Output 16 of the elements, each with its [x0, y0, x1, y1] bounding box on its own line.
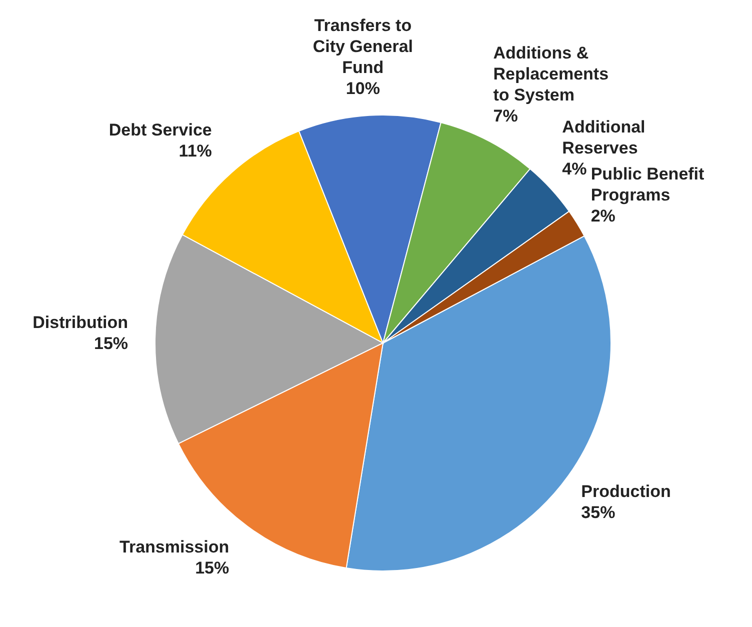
data-label: 7%: [493, 106, 518, 126]
slice-label: Public Benefit Programs: [590, 164, 705, 204]
slice-label: Transfers to City General Fund: [312, 16, 414, 77]
slice-label: Additions & Replacements to System: [493, 44, 609, 105]
slice-label: Debt Service: [108, 120, 212, 140]
slice-label: Distribution: [32, 313, 128, 332]
data-label: 4%: [562, 159, 587, 178]
data-label: 15%: [94, 334, 128, 354]
slice-label: Additional Reserves: [562, 117, 646, 158]
data-label: 10%: [346, 78, 380, 98]
data-label: 35%: [581, 503, 616, 522]
data-label: 2%: [590, 206, 616, 226]
slice-label: Production: [581, 482, 671, 502]
data-label: 11%: [178, 142, 212, 161]
slice-label: Transmission: [120, 537, 230, 556]
data-label: 15%: [195, 558, 230, 578]
